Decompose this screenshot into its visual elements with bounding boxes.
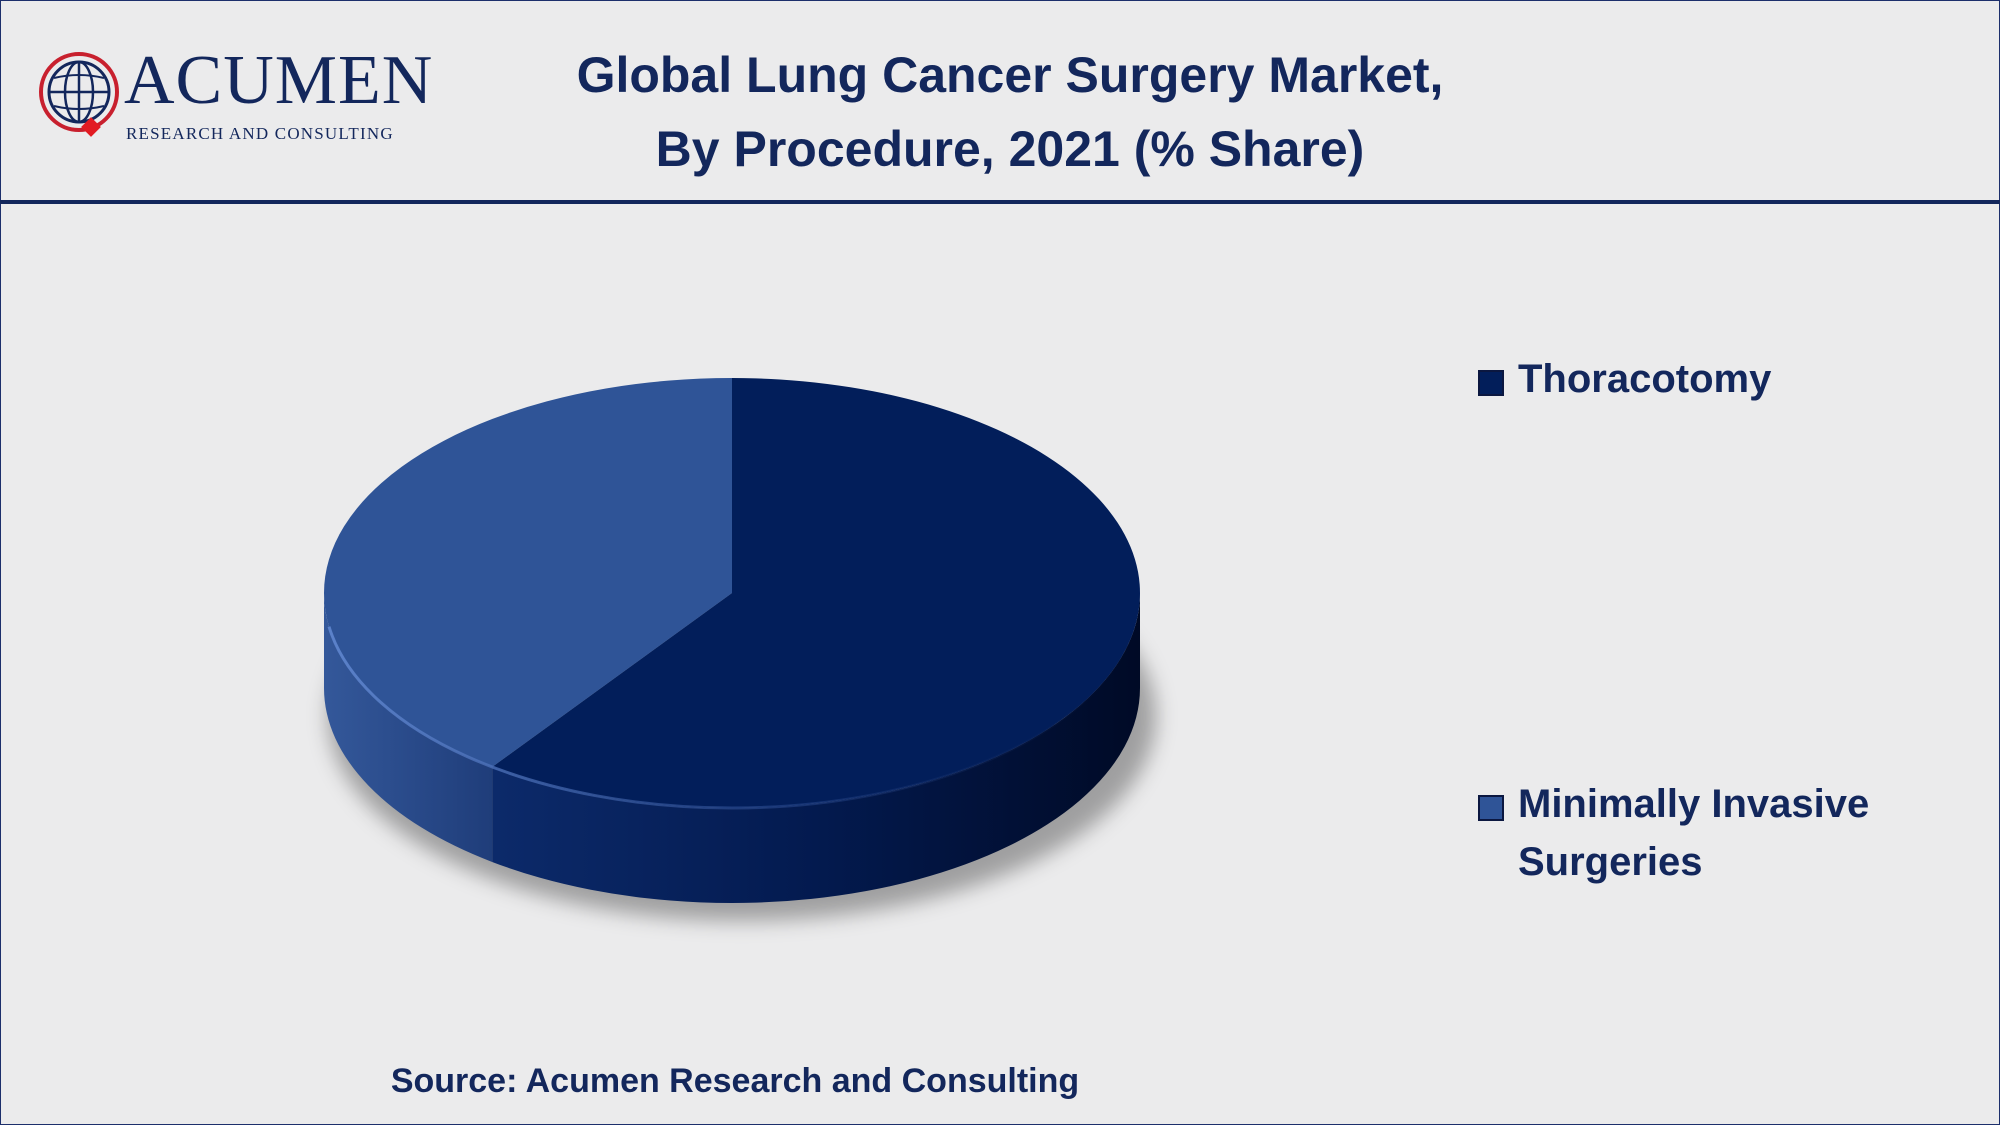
- legend-label-thoracotomy: Thoracotomy: [1518, 350, 1988, 408]
- legend-label-line: Surgeries: [1518, 840, 1703, 884]
- pie-side-minimally-invasive: [324, 593, 493, 862]
- legend-label-line: Thoracotomy: [1518, 357, 1772, 401]
- legend-swatch-minimally-invasive: [1478, 795, 1504, 821]
- chart-title: Global Lung Cancer Surgery Market, By Pr…: [440, 38, 1580, 186]
- legend-label-line: Minimally Invasive: [1518, 782, 1870, 826]
- pie-slice-thoracotomy: [492, 378, 1140, 808]
- logo-tagline: RESEARCH AND CONSULTING: [126, 124, 394, 143]
- legend-label-minimally-invasive: Minimally Invasive Surgeries: [1518, 775, 1988, 891]
- pie-side-thoracotomy: [492, 593, 1140, 904]
- pie-rim-highlight: [327, 626, 1137, 810]
- acumen-logo: ACUMEN RESEARCH AND CONSULTING: [34, 44, 432, 154]
- globe-icon: [39, 52, 119, 137]
- header-divider: [0, 200, 2000, 204]
- chart-title-line-1: Global Lung Cancer Surgery Market,: [576, 47, 1444, 103]
- logo-wordmark: ACUMEN: [124, 42, 434, 119]
- legend-swatch-thoracotomy: [1478, 370, 1504, 396]
- source-note: Source: Acumen Research and Consulting: [390, 1062, 1080, 1100]
- chart-title-line-2: By Procedure, 2021 (% Share): [655, 121, 1365, 177]
- pie-slice-minimally-invasive: [323, 378, 732, 767]
